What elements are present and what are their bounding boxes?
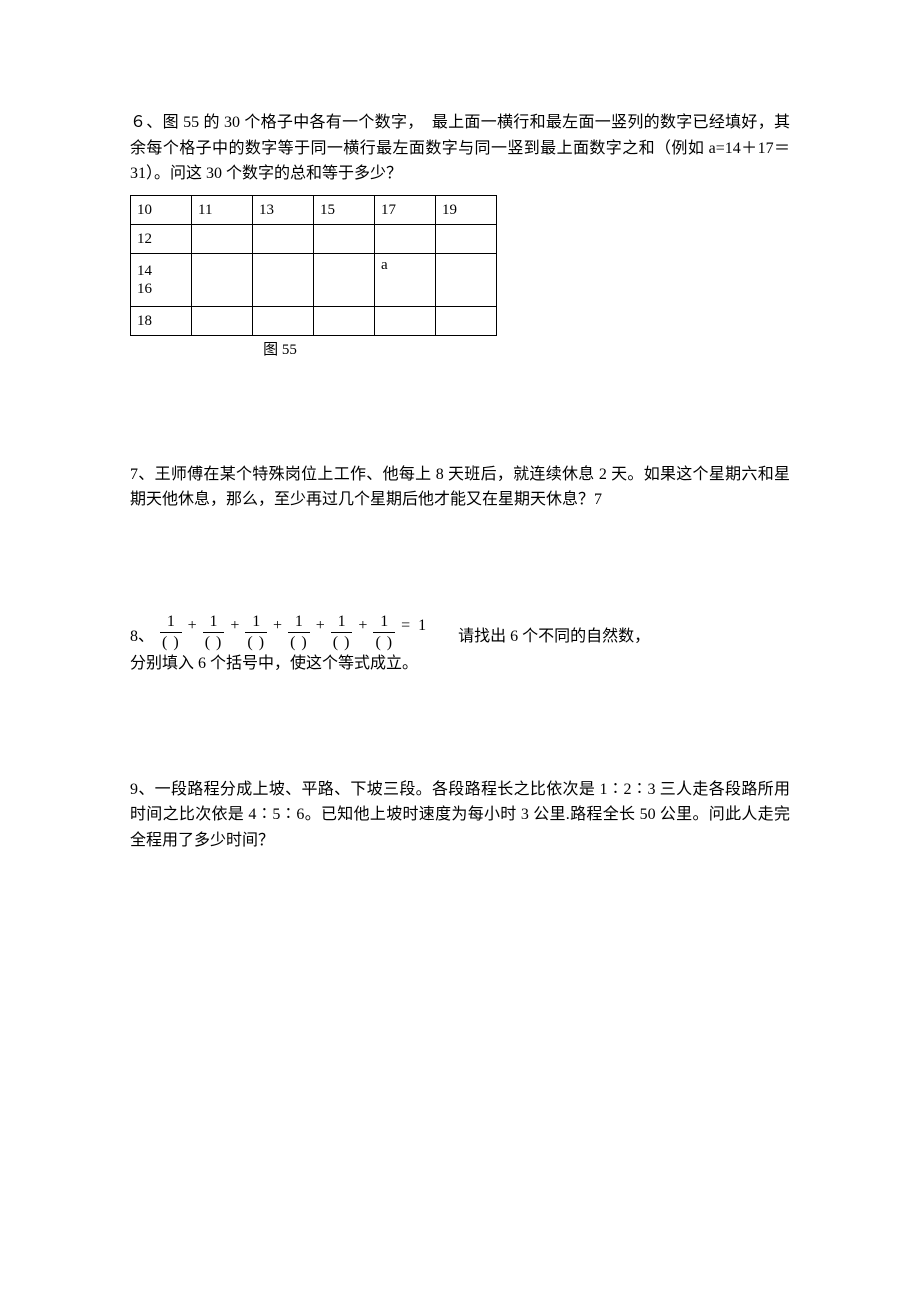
table-cell	[375, 306, 436, 335]
problem-9: 9、一段路程分成上坡、平路、下坡三段。各段路程长之比依次是 1∶2∶3 三人走各…	[130, 777, 790, 854]
table-row: 18	[131, 306, 497, 335]
plus-operator: +	[226, 613, 243, 651]
problem-8-follow: 分别填入 6 个括号中，使这个等式成立。	[130, 651, 790, 677]
problem-7: 7、王师傅在某个特殊岗位上工作、他每上 8 天班后，就连续休息 2 天。如果这个…	[130, 462, 790, 513]
problem-9-text: 9、一段路程分成上坡、平路、下坡三段。各段路程长之比依次是 1∶2∶3 三人走各…	[130, 777, 790, 854]
table-cell	[253, 224, 314, 253]
fraction-numerator: 1	[291, 613, 307, 631]
table-cell: 19	[436, 195, 497, 224]
table-cell	[192, 224, 253, 253]
problem-8-tail: 请找出 6 个不同的自然数，	[458, 624, 650, 652]
cell-line: 14	[137, 263, 152, 279]
fraction-numerator: 1	[248, 613, 264, 631]
problem-8: 8、 1 ( ) + 1 ( ) + 1 ( ) + 1 ( ) + 1	[130, 613, 790, 677]
fraction-numerator: 1	[206, 613, 222, 631]
problem-6-table: 10 11 13 15 17 19 12 14 16 a	[130, 195, 497, 336]
fraction-denominator: ( )	[203, 634, 225, 652]
table-cell	[314, 253, 375, 306]
table-row: 10 11 13 15 17 19	[131, 195, 497, 224]
table-cell: 15	[314, 195, 375, 224]
fraction: 1 ( )	[160, 613, 182, 651]
plus-operator: +	[354, 613, 371, 651]
fraction-bar	[160, 632, 182, 633]
table-cell: 13	[253, 195, 314, 224]
problem-6-text: ６、图 55 的 30 个格子中各有一个数字， 最上面一横行和最左面一竖列的数字…	[130, 110, 790, 187]
fraction-numerator: 1	[376, 613, 392, 631]
table-cell: 18	[131, 306, 192, 335]
fraction-denominator: ( )	[373, 634, 395, 652]
table-cell: 11	[192, 195, 253, 224]
problem-7-text: 7、王师傅在某个特殊岗位上工作、他每上 8 天班后，就连续休息 2 天。如果这个…	[130, 462, 790, 513]
problem-6: ６、图 55 的 30 个格子中各有一个数字， 最上面一横行和最左面一竖列的数字…	[130, 110, 790, 362]
table-cell: 10	[131, 195, 192, 224]
plus-operator: +	[184, 613, 201, 651]
table-cell: 14 16	[131, 253, 192, 306]
fraction: 1 ( )	[288, 613, 310, 651]
fraction-denominator: ( )	[331, 634, 353, 652]
fraction-bar	[373, 632, 395, 633]
cell-line: 16	[137, 281, 152, 297]
table-cell: 12	[131, 224, 192, 253]
table-cell	[253, 306, 314, 335]
plus-operator: +	[312, 613, 329, 651]
fraction-denominator: ( )	[245, 634, 267, 652]
table-cell	[436, 253, 497, 306]
fraction-bar	[288, 632, 310, 633]
fraction: 1 ( )	[203, 613, 225, 651]
table-cell	[436, 224, 497, 253]
fraction: 1 ( )	[331, 613, 353, 651]
table-row: 14 16 a	[131, 253, 497, 306]
problem-8-equation: 8、 1 ( ) + 1 ( ) + 1 ( ) + 1 ( ) + 1	[130, 613, 790, 651]
problem-6-caption: 图 55	[130, 338, 430, 362]
fraction-denominator: ( )	[288, 634, 310, 652]
fraction-numerator: 1	[334, 613, 350, 631]
problem-8-prefix: 8、	[130, 624, 154, 652]
fraction: 1 ( )	[245, 613, 267, 651]
fraction: 1 ( )	[373, 613, 395, 651]
fraction-numerator: 1	[163, 613, 179, 631]
table-cell	[192, 306, 253, 335]
fraction-denominator: ( )	[160, 634, 182, 652]
table-cell	[192, 253, 253, 306]
equation-rhs: 1	[414, 613, 430, 651]
equals-operator: =	[397, 613, 414, 651]
table-cell-a: a	[375, 253, 436, 306]
table-cell	[314, 224, 375, 253]
fraction-bar	[331, 632, 353, 633]
table-cell: 17	[375, 195, 436, 224]
table-cell	[314, 306, 375, 335]
fraction-bar	[203, 632, 225, 633]
table-cell	[436, 306, 497, 335]
table-cell	[375, 224, 436, 253]
plus-operator: +	[269, 613, 286, 651]
table-row: 12	[131, 224, 497, 253]
fraction-bar	[245, 632, 267, 633]
table-cell	[253, 253, 314, 306]
